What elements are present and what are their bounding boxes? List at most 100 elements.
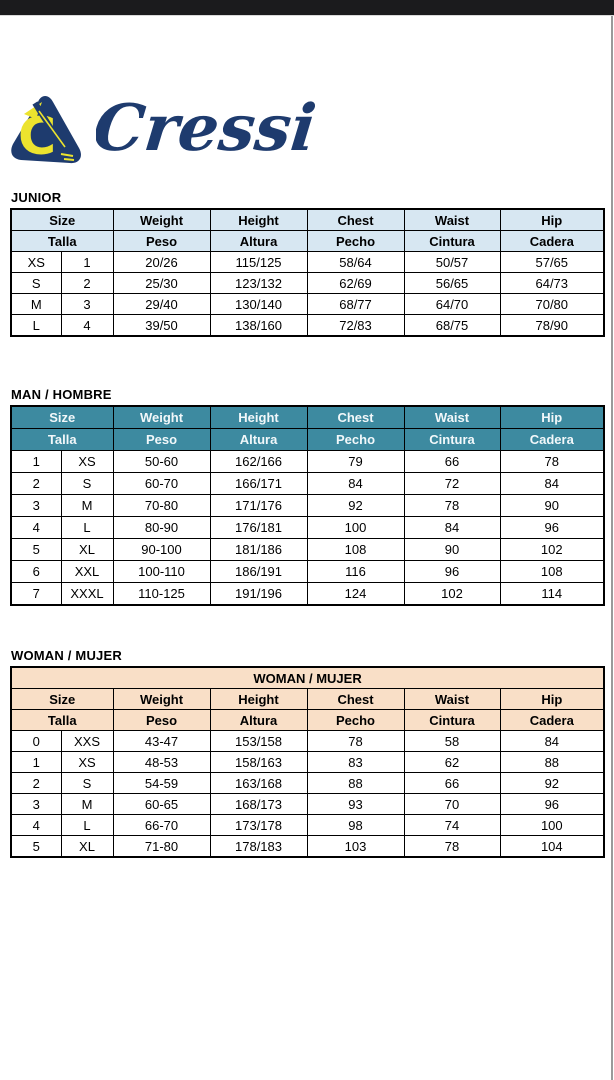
data-cell: 80-90: [112, 516, 211, 539]
table-row: 2 S 60-70 166/171 84 72 84: [10, 472, 605, 495]
data-cell: 78: [499, 450, 605, 473]
data-cell: 100: [306, 516, 405, 539]
header-cell-en-waist: Waist: [403, 405, 501, 429]
data-cell: 96: [403, 560, 501, 583]
header-cell-en-hip: Hip: [499, 208, 605, 231]
header-cell-es-cintura: Cintura: [403, 428, 501, 451]
header-cell-en-size: Size: [10, 405, 114, 429]
data-cell: S: [60, 472, 114, 495]
data-cell: 70-80: [112, 494, 211, 517]
size-table-woman: WOMAN / MUJER Size Weight Height Chest Waist H…: [10, 666, 606, 858]
data-cell: 4: [10, 516, 62, 539]
data-cell: 1: [10, 751, 62, 773]
header-cell-en-height: Height: [209, 208, 308, 231]
data-cell: 62: [403, 751, 501, 773]
svg-text:Cressi: Cressi: [96, 91, 319, 166]
data-cell: 3: [10, 494, 62, 517]
section-label-man: MAN / HOMBRE: [11, 387, 112, 402]
data-cell: 92: [306, 494, 405, 517]
data-cell: 130/140: [209, 293, 308, 315]
data-cell: S: [60, 772, 114, 794]
data-cell: 66: [403, 772, 501, 794]
data-cell: 110-125: [112, 582, 211, 606]
header-cell-es-cintura: Cintura: [403, 230, 501, 252]
data-cell: 163/168: [209, 772, 308, 794]
table-row: 5 XL 90-100 181/186 108 90 102: [10, 538, 605, 561]
data-cell: 58/64: [306, 251, 405, 273]
data-cell: 186/191: [209, 560, 308, 583]
table-row: M 3 29/40 130/140 68/77 64/70 70/80: [10, 293, 605, 315]
data-cell: 168/173: [209, 793, 308, 815]
data-cell: 2: [10, 472, 62, 495]
data-cell: 66-70: [112, 814, 211, 836]
data-cell: 5: [10, 538, 62, 561]
data-cell: 84: [306, 472, 405, 495]
header-cell-en-weight: Weight: [112, 208, 211, 231]
header-cell-es-peso: Peso: [112, 709, 211, 731]
top-black-bar: [0, 0, 614, 16]
data-cell: 191/196: [209, 582, 308, 606]
header-cell-es-cadera: Cadera: [499, 428, 605, 451]
header-cell-en-height: Height: [209, 688, 308, 710]
data-cell: 171/176: [209, 494, 308, 517]
data-cell: 1: [10, 450, 62, 473]
data-cell: 100-110: [112, 560, 211, 583]
data-cell: 181/186: [209, 538, 308, 561]
table-row: S 2 25/30 123/132 62/69 56/65 64/73: [10, 272, 605, 294]
data-cell: 98: [306, 814, 405, 836]
data-cell: XS: [60, 450, 114, 473]
data-cell: 0: [10, 730, 62, 752]
header-cell-en-chest: Chest: [306, 405, 405, 429]
data-cell: 84: [499, 730, 605, 752]
data-cell: 166/171: [209, 472, 308, 495]
header-cell-en-weight: Weight: [112, 688, 211, 710]
header-cell-en-waist: Waist: [403, 208, 501, 231]
data-cell: 108: [499, 560, 605, 583]
svg-text:C: C: [18, 107, 56, 167]
size-chart-section-junior: JUNIOR Size Weight Height Chest Waist Hip Talla…: [10, 190, 606, 337]
data-cell: 88: [499, 751, 605, 773]
data-cell: 70: [403, 793, 501, 815]
table-row: 5 XL 71-80 178/183 103 78 104: [10, 835, 605, 858]
data-cell: 173/178: [209, 814, 308, 836]
header-cell-en-chest: Chest: [306, 208, 405, 231]
table-row: L 4 39/50 138/160 72/83 68/75 78/90: [10, 314, 605, 337]
header-cell-es-talla: Talla: [10, 428, 114, 451]
size-table-junior: Size Weight Height Chest Waist Hip Talla Peso Al…: [10, 208, 606, 337]
data-cell: 56/65: [403, 272, 501, 294]
section-label-junior: JUNIOR: [11, 190, 62, 205]
table-row: 1 XS 48-53 158/163 83 62 88: [10, 751, 605, 773]
data-cell: 74: [403, 814, 501, 836]
data-cell: 5: [10, 835, 62, 858]
data-cell: 108: [306, 538, 405, 561]
data-cell: L: [60, 814, 114, 836]
data-cell: 124: [306, 582, 405, 606]
table-row: 6 XXL 100-110 186/191 116 96 108: [10, 560, 605, 583]
data-cell: 50-60: [112, 450, 211, 473]
data-cell: 29/40: [112, 293, 211, 315]
data-cell: 71-80: [112, 835, 211, 858]
header-cell-es-peso: Peso: [112, 428, 211, 451]
data-cell: 153/158: [209, 730, 308, 752]
data-cell: 64/70: [403, 293, 501, 315]
header-row-en: Size Weight Height Chest Waist Hip: [10, 405, 605, 429]
data-cell: 70/80: [499, 293, 605, 315]
data-cell: 84: [499, 472, 605, 495]
section-label-woman: WOMAN / MUJER: [11, 648, 122, 663]
data-cell: 7: [10, 582, 62, 606]
data-cell: 4: [10, 814, 62, 836]
header-cell-es-altura: Altura: [209, 428, 308, 451]
data-cell: 138/160: [209, 314, 308, 337]
data-cell: 115/125: [209, 251, 308, 273]
data-cell: 102: [499, 538, 605, 561]
data-cell: 3: [60, 293, 114, 315]
table-row: 4 L 80-90 176/181 100 84 96: [10, 516, 605, 539]
table-row: XS 1 20/26 115/125 58/64 50/57 57/65: [10, 251, 605, 273]
data-cell: 60-65: [112, 793, 211, 815]
cressi-wordmark: Cressi: [96, 91, 319, 166]
data-cell: L: [60, 516, 114, 539]
data-cell: M: [60, 793, 114, 815]
data-cell: 2: [60, 272, 114, 294]
header-cell-table-title: WOMAN / MUJER: [10, 666, 605, 689]
header-cell-es-cintura: Cintura: [403, 709, 501, 731]
